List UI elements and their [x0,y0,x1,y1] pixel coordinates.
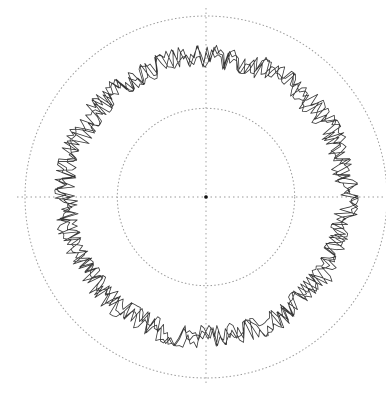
center-point [204,195,208,199]
series-trace-line [54,44,359,349]
